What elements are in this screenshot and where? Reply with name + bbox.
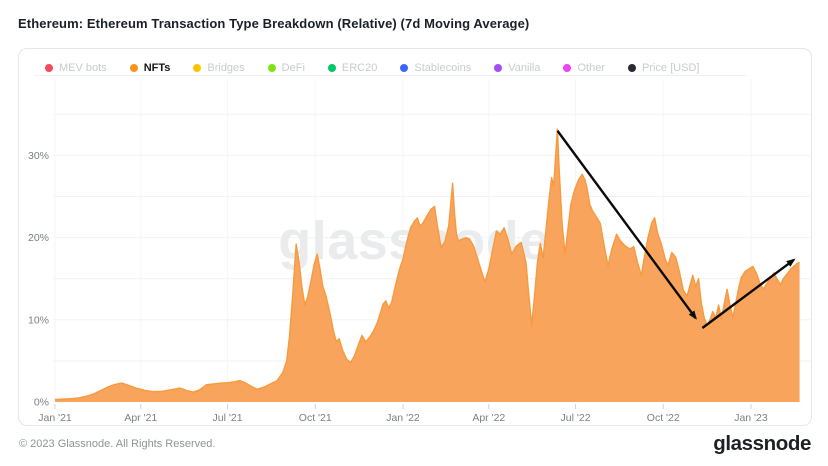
svg-text:30%: 30% <box>28 150 49 162</box>
legend-item-label: DeFi <box>281 62 305 74</box>
svg-text:Apr '21: Apr '21 <box>124 412 157 424</box>
legend-item-mev-bots[interactable]: MEV bots <box>45 62 107 74</box>
legend-dot-icon <box>494 64 503 72</box>
svg-text:Oct '22: Oct '22 <box>647 412 680 424</box>
legend-dot-icon <box>45 64 53 72</box>
svg-text:Jul '22: Jul '22 <box>561 412 591 424</box>
legend-item-label: ERC20 <box>341 62 378 74</box>
legend-item-label: Other <box>577 62 605 74</box>
legend-item-nfts[interactable]: NFTs <box>129 62 171 74</box>
legend-item-label: Bridges <box>207 62 245 74</box>
legend-item-price-usd[interactable]: Price [USD] <box>627 62 700 74</box>
legend-item-label: Stablecoins <box>414 62 472 74</box>
svg-text:10%: 10% <box>28 314 49 326</box>
legend-item-label: MEV bots <box>59 62 107 74</box>
footer-copyright: © 2023 Glassnode. All Rights Reserved. <box>19 438 216 450</box>
chart-card: MEV bots NFTs Bridges DeFi ERC20 Stablecoins V… <box>18 48 812 426</box>
glassnode-logo: glassnode <box>713 432 811 455</box>
svg-text:20%: 20% <box>28 232 49 244</box>
legend-dot-icon <box>129 64 138 72</box>
svg-text:0%: 0% <box>34 397 49 409</box>
legend-item-vanilla[interactable]: Vanilla <box>494 62 540 74</box>
legend-dot-icon <box>327 64 336 72</box>
legend-item-bridges[interactable]: Bridges <box>193 62 245 74</box>
legend-dot-icon <box>563 64 572 72</box>
svg-text:Apr '22: Apr '22 <box>472 412 505 424</box>
svg-text:Jan '22: Jan '22 <box>386 412 420 424</box>
area-series-nfts <box>54 128 800 402</box>
legend-item-defi[interactable]: DeFi <box>267 62 305 74</box>
legend-item-label: NFTs <box>143 62 171 74</box>
page-title: Ethereum: Ethereum Transaction Type Brea… <box>18 16 530 31</box>
legend-dot-icon <box>627 64 636 72</box>
legend-item-erc20[interactable]: ERC20 <box>327 62 378 74</box>
legend-divider <box>34 75 746 76</box>
chart-plot-svg: Jan '21 Apr '21 Jul '21 Oct '21 Jan '22 Apr '… <box>28 79 810 424</box>
legend-item-label: Vanilla <box>508 62 541 74</box>
legend-dot-icon <box>400 64 409 72</box>
chart-plot[interactable]: Jan '21 Apr '21 Jul '21 Oct '21 Jan '22 Apr '… <box>19 79 811 426</box>
legend-dot-icon <box>267 64 276 72</box>
x-axis-labels: Jan '21 Apr '21 Jul '21 Oct '21 Jan '22 Apr '… <box>38 404 768 424</box>
y-axis-labels: 0% 10% 20% 30% <box>28 150 49 409</box>
annotation-arrows <box>556 130 796 329</box>
legend-item-label: Price [USD] <box>641 62 700 74</box>
legend-item-stablecoins[interactable]: Stablecoins <box>400 62 471 74</box>
svg-text:Oct '21: Oct '21 <box>299 412 332 424</box>
svg-text:Jan '21: Jan '21 <box>38 412 72 424</box>
svg-text:Jul '21: Jul '21 <box>213 412 243 424</box>
legend: MEV bots NFTs Bridges DeFi ERC20 Stablecoins V… <box>45 58 699 78</box>
legend-item-other[interactable]: Other <box>563 62 605 74</box>
legend-dot-icon <box>193 64 202 72</box>
svg-text:Jan '23: Jan '23 <box>734 412 768 424</box>
